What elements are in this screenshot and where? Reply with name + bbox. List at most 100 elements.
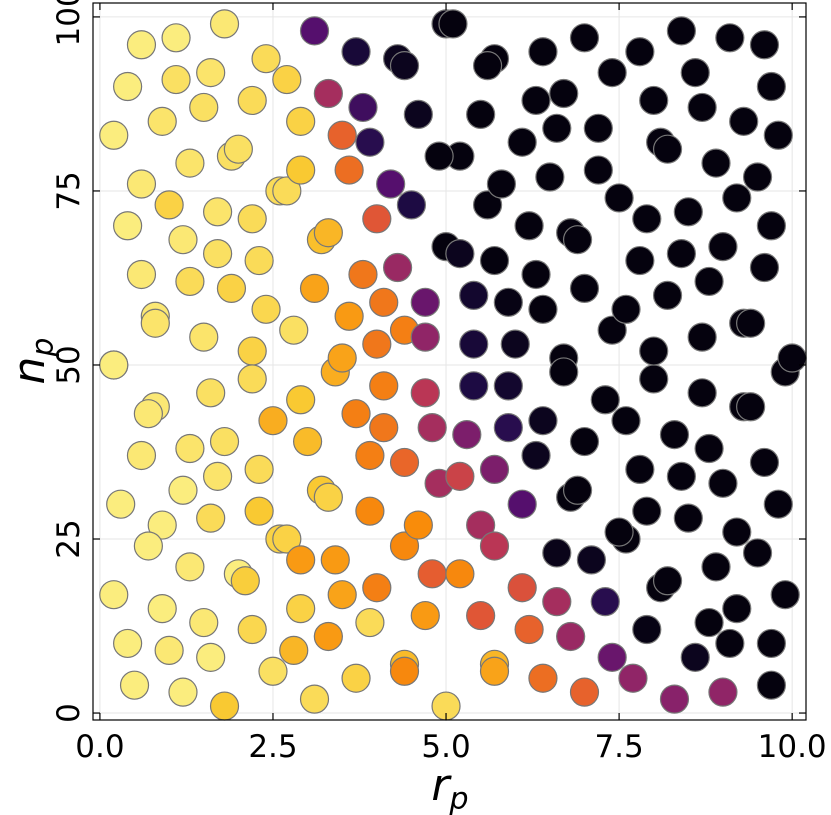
scatter-point [286, 106, 316, 136]
scatter-point [126, 169, 157, 199]
scatter-point [708, 677, 738, 707]
scatter-point [286, 545, 316, 575]
scatter-point [244, 496, 274, 526]
scatter-point [126, 30, 157, 60]
scatter-point [369, 287, 399, 317]
scatter-point [445, 239, 475, 269]
scatter-point [722, 517, 752, 547]
scatter-point [362, 204, 392, 234]
scatter-point [196, 503, 226, 533]
scatter-point [590, 587, 620, 617]
scatter-point [597, 642, 627, 672]
scatter-point [244, 454, 274, 484]
scatter-point [521, 440, 551, 471]
scatter-point [756, 71, 786, 102]
scatter-point [749, 252, 780, 283]
scatter-point [279, 635, 309, 665]
scatter-point [438, 9, 468, 39]
scatter-point [403, 99, 433, 129]
scatter-point [722, 183, 752, 213]
x-axis-label-sub: p [449, 782, 469, 815]
scatter-point [237, 204, 267, 234]
scatter-point [542, 538, 572, 568]
scatter-point [168, 475, 198, 505]
scatter-point [708, 232, 738, 262]
scatter-point [562, 225, 593, 255]
scatter-point [313, 78, 343, 109]
scatter-point [708, 468, 738, 498]
scatter-point [133, 531, 163, 561]
scatter-point [666, 16, 696, 46]
scatter-point [625, 245, 655, 276]
scatter-point [666, 239, 696, 269]
scatter-point [382, 252, 413, 283]
scatter-point [445, 461, 475, 491]
scatter-point [237, 364, 267, 394]
y-axis-label-main: n [4, 357, 55, 385]
scatter-point [479, 245, 510, 276]
x-tick-label: 2.5 [248, 729, 297, 765]
scatter-point [341, 37, 371, 67]
scatter-point [521, 85, 551, 116]
scatter-point [203, 239, 233, 269]
scatter-point [652, 280, 683, 310]
scatter-point [749, 30, 780, 60]
y-tick-label: 25 [51, 519, 87, 558]
scatter-point [362, 329, 392, 359]
x-axis-label: rp [431, 760, 468, 815]
scatter-point [715, 23, 745, 53]
plot-frame [92, 2, 807, 721]
scatter-point [542, 587, 572, 617]
scatter-point [410, 378, 440, 408]
svg-text:rp: rp [431, 760, 468, 815]
scatter-point [604, 183, 634, 213]
scatter-point [535, 162, 565, 192]
scatter-point [175, 433, 205, 464]
scatter-point [410, 322, 440, 352]
y-axis-label-sub: p [26, 338, 61, 358]
scatter-point [445, 559, 475, 589]
scatter-point [756, 211, 786, 241]
scatter-point [299, 684, 330, 714]
scatter-point [625, 37, 655, 67]
scatter-point [466, 510, 496, 540]
scatter-point [583, 113, 613, 143]
scatter-point [175, 148, 205, 178]
scatter-point [299, 273, 330, 304]
scatter-point [168, 225, 198, 255]
scatter-point [223, 134, 253, 164]
scatter-point [722, 594, 752, 624]
scatter-point [597, 58, 627, 88]
scatter-point [355, 127, 385, 157]
scatter-point [500, 329, 530, 359]
scatter-point [286, 155, 316, 185]
scatter-point [514, 614, 544, 645]
scatter-point [113, 628, 143, 659]
scatter-point [292, 426, 323, 457]
scatter-point [521, 259, 551, 290]
scatter-point [99, 120, 129, 150]
scatter-point [106, 489, 136, 519]
scatter-point [244, 245, 274, 276]
scatter-point [528, 37, 558, 67]
y-tick-label: 100 [51, 0, 87, 47]
scatter-point [355, 607, 385, 638]
scatter-point [576, 545, 607, 575]
scatter-point [770, 580, 800, 610]
scatter-point [528, 294, 558, 324]
scatter-point [355, 496, 385, 526]
scatter-point [140, 308, 170, 338]
scatter-point [493, 371, 523, 401]
scatter-point [542, 113, 572, 143]
scatter-point [203, 461, 233, 491]
scatter-point [625, 454, 655, 484]
scatter-point [417, 559, 447, 589]
x-tick-label: 10.0 [758, 729, 827, 765]
scatter-point [403, 510, 433, 540]
scatter-point [701, 148, 731, 178]
scatter-point [742, 538, 773, 568]
x-tick-label: 7.5 [594, 729, 643, 765]
scatter-point [348, 259, 378, 290]
scatter-point [639, 336, 669, 366]
scatter-point [237, 85, 267, 116]
